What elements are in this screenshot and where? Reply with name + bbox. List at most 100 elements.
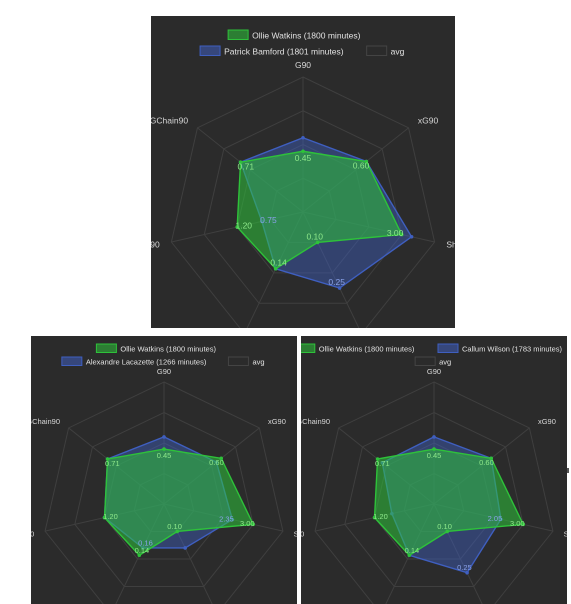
value-label: 0.71	[105, 459, 120, 468]
series-point	[375, 457, 380, 461]
value-label: 3.00	[510, 519, 525, 528]
radar-chart-svg: 0.45 0.60 3.00 0.10 0.14 1.20 0.71 2.35 0.16 G90 x…	[31, 343, 297, 604]
legend-label: Alexandre Lacazette (1266 minutes)	[86, 358, 207, 367]
series-area-0	[103, 448, 255, 557]
value-label: 1.20	[373, 512, 388, 521]
axis-label: KP90	[301, 530, 304, 539]
value-label: 3.00	[240, 519, 255, 528]
series-point	[409, 234, 414, 239]
series-point	[102, 515, 107, 520]
series-point	[238, 160, 243, 164]
series-point	[445, 529, 450, 534]
value-label: 0.45	[295, 153, 312, 163]
axis-label: xGChain90	[31, 417, 60, 426]
value-label: 0.60	[479, 458, 494, 467]
value-label: 0.71	[375, 459, 390, 468]
axis-label: xG90	[268, 417, 286, 426]
grid-ring	[344, 411, 524, 587]
value-label: 0.25	[457, 563, 472, 572]
value-label: 0.14	[405, 546, 420, 555]
series-point	[175, 529, 180, 534]
series-point	[273, 266, 278, 271]
series-point	[137, 553, 142, 558]
axis-label: KP90	[151, 240, 160, 250]
value-label: 0.10	[437, 522, 452, 531]
legend-swatch	[227, 29, 249, 40]
series-point	[521, 522, 526, 527]
axis-label: xGChain90	[151, 115, 188, 125]
series-point	[315, 240, 320, 245]
grid-ring	[314, 381, 554, 604]
grid-ring	[44, 381, 284, 604]
axis-label: xG90	[418, 115, 439, 125]
legend-label: Ollie Watkins (1800 minutes)	[319, 345, 415, 354]
radar-chart-svg: 0.45 0.60 3.00 0.10 0.14 1.20 0.71 2.05 0.25 G90 x…	[301, 343, 567, 604]
grid-ring	[203, 110, 403, 304]
value-label: 0.14	[270, 258, 287, 268]
series-point	[301, 149, 305, 154]
legend-label: Ollie Watkins (1800 minutes)	[120, 345, 216, 354]
series-area-0	[373, 448, 525, 557]
series-point	[219, 456, 224, 461]
value-label: 2.05	[488, 514, 503, 523]
legend-label: Ollie Watkins (1800 minutes)	[252, 31, 361, 41]
value-label: 0.45	[157, 451, 172, 460]
value-label: 0.10	[167, 522, 182, 531]
value-label: 1.20	[103, 512, 118, 521]
series-point	[407, 553, 412, 558]
series-point	[162, 447, 166, 451]
legend-label: avg	[391, 47, 405, 57]
value-label: 0.25	[328, 277, 345, 287]
radar-chart-watkins-vs-wilson: 0.45 0.60 3.00 0.10 0.14 1.20 0.71 2.05 0.25 G90 x…	[301, 336, 567, 604]
series-point	[372, 515, 377, 520]
legend-swatch	[301, 343, 316, 353]
series-point	[301, 135, 305, 140]
axis-label: xGChain90	[301, 417, 330, 426]
series-point	[337, 286, 342, 290]
legend-swatch	[437, 343, 459, 353]
value-label: 0.75	[260, 215, 277, 225]
radar-chart-svg: 0.45 0.60 3.00 0.10 0.14 1.20 0.71 0.25 0.75 G90 x…	[151, 29, 455, 328]
value-label: 0.16	[138, 538, 153, 547]
value-label: 1.20	[235, 221, 252, 231]
series-point	[399, 232, 404, 237]
series-area-0	[236, 150, 403, 270]
series-point	[364, 159, 369, 164]
edge-mark	[567, 468, 569, 473]
value-label: 0.60	[353, 161, 370, 171]
value-label: 0.14	[135, 546, 150, 555]
axis-label: G90	[427, 367, 441, 376]
series-point	[105, 457, 110, 461]
value-label: 2.35	[219, 514, 234, 523]
axis-label: G90	[295, 60, 311, 70]
legend-label: Patrick Bamford (1801 minutes)	[224, 47, 344, 57]
series-point	[432, 447, 436, 451]
series-point	[251, 522, 256, 527]
axis-label: G90	[157, 367, 171, 376]
value-label: 0.10	[306, 231, 323, 241]
legend-label: avg	[252, 358, 264, 367]
value-label: 3.00	[387, 228, 404, 238]
legend-label: avg	[439, 358, 451, 367]
legend-label: Callum Wilson (1783 minutes)	[462, 345, 563, 354]
value-label: 0.60	[209, 458, 224, 467]
series-point	[162, 435, 166, 439]
legend-swatch	[414, 356, 436, 366]
series-point	[489, 456, 494, 461]
radar-chart-watkins-vs-lacazette: 0.45 0.60 3.00 0.10 0.14 1.20 0.71 2.35 0.16 G90 x…	[31, 336, 297, 604]
grid-ring	[74, 411, 254, 587]
series-point	[183, 546, 187, 550]
legend-swatch	[227, 356, 249, 366]
radar-chart-watkins-vs-bamford: 0.45 0.60 3.00 0.10 0.14 1.20 0.71 0.25 0.75 G90 x…	[151, 16, 455, 328]
legend-swatch	[95, 343, 117, 353]
legend-swatch	[61, 356, 83, 366]
legend-swatch	[199, 45, 221, 56]
value-label: 0.71	[238, 161, 255, 171]
series-point	[465, 570, 469, 575]
value-label: 0.45	[427, 451, 442, 460]
series-point	[235, 225, 239, 229]
axis-label: KP90	[31, 530, 34, 539]
